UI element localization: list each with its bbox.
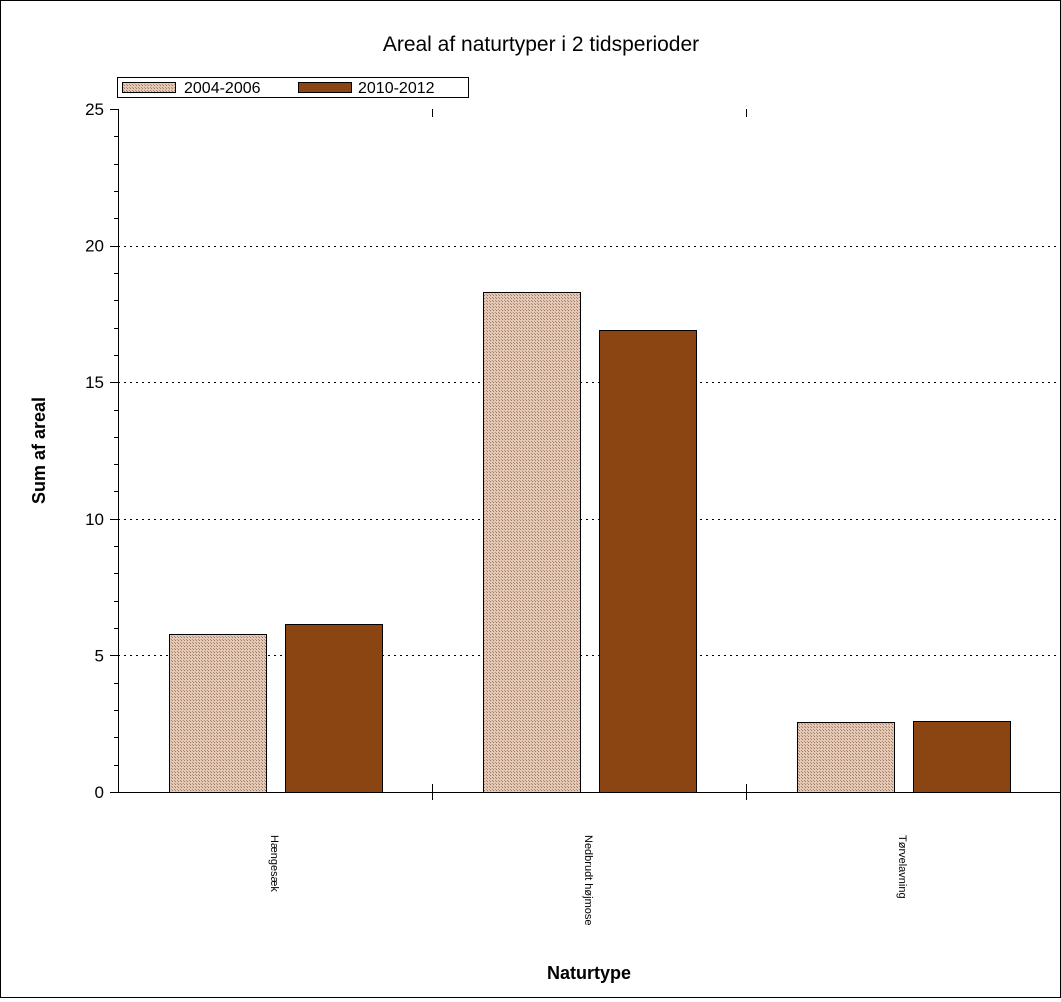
chart-title: Areal af naturtyper i 2 tidsperioder — [383, 33, 699, 56]
legend-label: 2010-2012 — [358, 80, 435, 97]
x-category-label: Hængesæk — [268, 835, 280, 892]
y-tick-label: 20 — [85, 237, 104, 256]
y-axis-label: Sum af areal — [29, 397, 49, 504]
x-axis-label: Naturtype — [547, 963, 631, 983]
y-tick-label: 10 — [85, 510, 104, 529]
bar-2010-2012-1 — [599, 330, 697, 793]
legend-swatch — [122, 82, 176, 93]
x-category-label: Nedbrudt højmose — [582, 835, 594, 926]
y-tick-label: 15 — [85, 373, 104, 392]
y-tick-label: 25 — [85, 100, 104, 119]
y-tick-label: 0 — [95, 783, 104, 802]
bar-2004-2006-0 — [169, 634, 267, 793]
y-tick-label: 5 — [95, 646, 104, 665]
grid-lines — [118, 246, 1060, 656]
bar-2004-2006-1 — [483, 292, 581, 793]
bar-2010-2012-0 — [285, 624, 383, 793]
legend-box — [117, 77, 469, 98]
legend: 2004-2006 2010-2012 — [117, 77, 469, 98]
legend-swatch — [298, 82, 352, 93]
x-category-label: Tørvelavning — [896, 835, 908, 899]
axes: 0 5 10 15 20 25 Hængesæk Nedbrudt højmose Tørvel… — [85, 100, 1060, 926]
legend-label: 2004-2006 — [184, 80, 261, 97]
bars — [169, 292, 1011, 793]
bar-2010-2012-2 — [913, 721, 1011, 793]
bar-2004-2006-2 — [797, 722, 895, 793]
